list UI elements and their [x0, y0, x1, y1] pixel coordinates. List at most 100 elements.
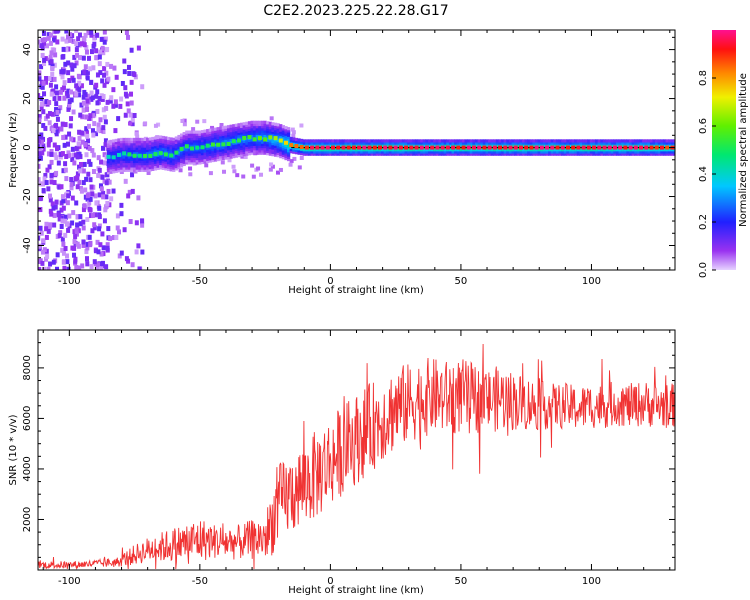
spectrogram-cell: [326, 150, 330, 154]
spectrogram-cell: [109, 146, 113, 150]
spectrogram-cell: [519, 148, 523, 152]
spectrogram-ridge-point: [263, 137, 268, 142]
spectrogram-cell: [454, 152, 458, 156]
spectrogram-ridge-point: [169, 153, 174, 158]
spectrogram-cell: [566, 148, 570, 152]
spectrogram-cell: [109, 139, 113, 144]
spectrogram-cell: [662, 152, 667, 156]
spectrogram-noise-cell: [45, 43, 50, 49]
spectrogram-cell: [153, 165, 158, 169]
spectrogram-x-axis: -100 -50 0 50 100: [42, 30, 671, 287]
spectrogram-cell: [114, 138, 118, 143]
spectrogram-cell: [472, 150, 476, 154]
spectrogram-noise-cell: [50, 201, 55, 207]
spectrogram-cell: [589, 152, 594, 156]
spectrogram-cell: [404, 141, 408, 145]
spectrogram-cell: [240, 140, 244, 144]
spectrogram-noise-cell: [59, 126, 64, 132]
spectrogram-noise-cell: [81, 207, 86, 213]
spectrogram-cell: [472, 139, 476, 143]
spectrogram-noise-cell: [132, 72, 137, 78]
spectrogram-cell: [169, 168, 173, 172]
spectrogram-noise-cell: [105, 172, 110, 178]
spectrogram-cell: [394, 143, 398, 147]
spectrogram-cell: [268, 121, 272, 125]
spectrogram-cell: [425, 139, 429, 143]
spectrogram-noise-cell: [81, 39, 86, 45]
spectrogram-cell: [438, 141, 442, 145]
spectrogram-cell: [579, 139, 583, 143]
spectrogram-noise-cell: [103, 207, 108, 213]
spectrogram-cell: [206, 131, 210, 135]
spectrogram-noise-cell: [100, 96, 105, 102]
spectrogram-cell: [130, 162, 134, 166]
spectrogram-cell: [610, 139, 614, 143]
spectrogram-cell: [271, 135, 275, 139]
spectrogram-cell: [313, 148, 317, 152]
spectrogram-cell: [506, 148, 510, 152]
spectrogram-cell: [177, 137, 181, 141]
spectrogram-noise-cell: [78, 185, 83, 191]
spectrogram-cell: [435, 139, 440, 143]
spectrogram-cell: [555, 141, 560, 145]
spectrogram-cell: [213, 129, 218, 133]
spectrogram-faint-cell: [227, 158, 232, 163]
spectrogram-cell: [185, 154, 189, 158]
spectrogram-cell: [166, 152, 171, 156]
spectrogram-cell: [386, 148, 390, 152]
spectrogram-noise-cell: [54, 199, 59, 205]
spectrogram-cell: [373, 152, 377, 156]
spectrogram-ridge-point: [257, 136, 262, 141]
spectrogram-cell: [576, 148, 581, 152]
colorbar-gradient: [712, 30, 736, 270]
spectrogram-ridge-point: [618, 145, 623, 150]
spectrogram-cell: [148, 163, 152, 168]
spectrogram-cell: [511, 150, 515, 154]
spectrogram-cell: [140, 137, 145, 142]
spectrogram-cell: [610, 143, 614, 147]
spectrogram-noise-cell: [80, 263, 85, 269]
spectrogram-cell: [652, 141, 656, 145]
spectrogram-cell: [226, 155, 231, 160]
spectrogram-noise-cell: [129, 79, 134, 85]
spectrogram-cell: [200, 130, 205, 134]
spectrogram-cell: [665, 143, 669, 147]
spectrogram-cell: [177, 139, 181, 143]
spectrogram-cell: [409, 139, 413, 143]
spectrogram-cell: [461, 150, 466, 154]
spectrogram-cell: [328, 139, 332, 143]
spectrogram-noise-cell: [81, 100, 86, 106]
spectrogram-cell: [195, 152, 199, 156]
spectrogram-cell: [260, 144, 265, 149]
spectrogram-cell: [117, 149, 121, 153]
spectrogram-cell: [563, 152, 567, 156]
spectrogram-noise-cell: [89, 79, 94, 85]
spectrogram-cell: [287, 135, 291, 140]
spectrogram-cell: [114, 145, 118, 149]
spectrogram-cell: [318, 150, 322, 154]
spectrogram-cell: [642, 143, 646, 147]
spectrogram-noise-cell: [90, 191, 95, 197]
spectrogram-cell: [260, 138, 265, 142]
spectrogram-faint-cell: [256, 166, 261, 171]
spectrogram-cell: [185, 134, 189, 139]
spectrogram-noise-cell: [46, 266, 51, 270]
spectrogram-cell: [151, 154, 155, 158]
spectrogram-noise-cell: [130, 262, 135, 268]
spectrogram-noise-cell: [75, 184, 80, 190]
spectrogram-cell: [117, 167, 121, 171]
spectrogram-noise-cell: [46, 151, 51, 157]
spectrogram-noise-cell: [79, 188, 84, 194]
spectrogram-cell: [177, 159, 181, 163]
spectrogram-cell: [383, 148, 387, 152]
spectrogram-ridge-point: [184, 144, 189, 149]
spectrogram-cell: [498, 148, 502, 152]
spectrogram-cell: [276, 140, 280, 145]
spectrogram-cell: [521, 150, 526, 154]
spectrogram-cell: [193, 134, 197, 139]
spectrogram-noise-cell: [90, 212, 95, 218]
spectrogram-noise-cell: [129, 91, 134, 97]
spectrogram-faint-cell: [291, 133, 296, 138]
spectrogram-cell: [255, 133, 259, 138]
spectrogram-cell: [657, 150, 661, 154]
